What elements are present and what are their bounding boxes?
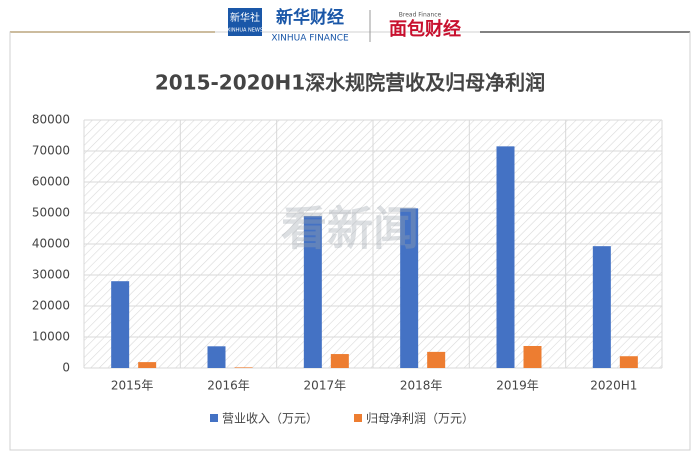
x-tick-label: 2016年: [207, 379, 250, 393]
bar: [303, 216, 322, 368]
logo-sub: XINHUA NEWS: [227, 28, 263, 34]
bar: [523, 345, 542, 368]
x-tick-label: 2020H1: [590, 379, 637, 393]
logo-sub: Bread Finance: [399, 12, 442, 19]
y-tick-label: 10000: [32, 330, 70, 344]
logo-sub: XINHUA FINANCE: [271, 34, 349, 44]
bar: [138, 362, 157, 368]
y-tick-label: 50000: [32, 206, 70, 220]
y-tick-label: 70000: [32, 144, 70, 158]
logo: 面包财经: [389, 18, 461, 40]
bar: [592, 246, 611, 368]
bar: [400, 208, 419, 368]
x-tick-label: 2015年: [111, 379, 154, 393]
bar: [330, 354, 349, 368]
legend-swatch: [210, 414, 218, 422]
bar: [111, 281, 130, 368]
y-tick-label: 30000: [32, 268, 70, 282]
logo: 新华社: [230, 11, 260, 24]
bar: [234, 367, 253, 368]
bar: [207, 346, 226, 368]
y-tick-label: 20000: [32, 299, 70, 313]
y-tick-label: 0: [62, 361, 70, 375]
logo-box: [228, 8, 262, 36]
legend-swatch: [354, 414, 362, 422]
x-tick-label: 2017年: [304, 379, 347, 393]
bar: [496, 146, 515, 368]
chart-title: 2015-2020H1深水规院营收及归母净利润: [155, 71, 545, 95]
legend-label: 归母净利润（万元）: [366, 412, 474, 426]
bar: [427, 351, 446, 368]
x-tick-label: 2018年: [400, 379, 443, 393]
bar: [619, 356, 638, 368]
y-tick-label: 80000: [32, 113, 70, 127]
watermark: 看新闻: [281, 202, 419, 256]
frame: [9, 31, 691, 451]
y-tick-label: 60000: [32, 175, 70, 189]
x-tick-label: 2019年: [496, 379, 539, 393]
logo: 新华财经: [276, 7, 344, 28]
legend-label: 营业收入（万元）: [222, 412, 318, 426]
y-tick-label: 40000: [32, 237, 70, 251]
